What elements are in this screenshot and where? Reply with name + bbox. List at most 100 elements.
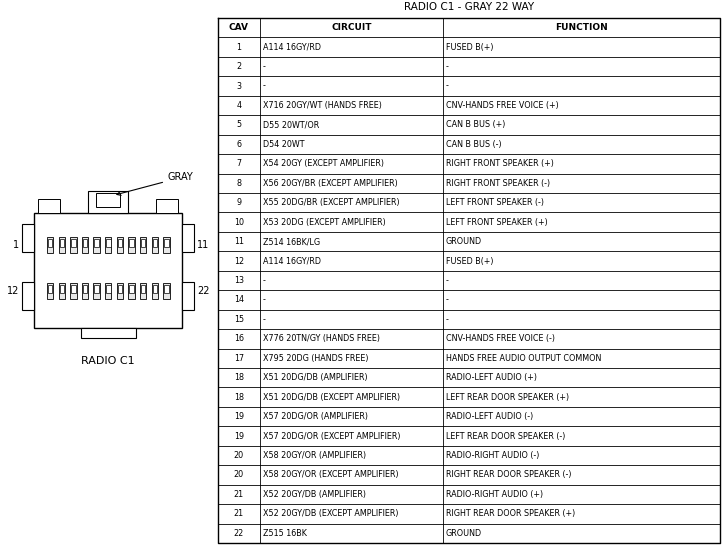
Bar [82, 237, 88, 253]
Text: 8: 8 [237, 179, 242, 188]
Bar [128, 283, 135, 299]
Bar [47, 283, 53, 299]
Text: CAN B BUS (-): CAN B BUS (-) [446, 140, 502, 149]
Text: RIGHT REAR DOOR SPEAKER (+): RIGHT REAR DOOR SPEAKER (+) [446, 509, 575, 518]
Text: X51 20DG/DB (AMPLIFIER): X51 20DG/DB (AMPLIFIER) [263, 373, 368, 382]
Text: LEFT REAR DOOR SPEAKER (-): LEFT REAR DOOR SPEAKER (-) [446, 431, 565, 441]
Text: 21: 21 [234, 490, 244, 499]
Text: X54 20GY (EXCEPT AMPLIFIER): X54 20GY (EXCEPT AMPLIFIER) [263, 159, 384, 168]
Text: X58 20GY/OR (AMPLIFIER): X58 20GY/OR (AMPLIFIER) [263, 451, 365, 460]
Text: FUSED B(+): FUSED B(+) [446, 43, 494, 51]
Text: 12: 12 [7, 286, 19, 296]
Text: 11: 11 [197, 239, 209, 250]
Bar [153, 239, 157, 247]
Text: GROUND: GROUND [446, 237, 482, 246]
Text: X53 20DG (EXCEPT AMPLIFIER): X53 20DG (EXCEPT AMPLIFIER) [263, 218, 385, 227]
Text: CNV-HANDS FREE VOICE (+): CNV-HANDS FREE VOICE (+) [446, 101, 558, 110]
Text: 12: 12 [234, 257, 244, 265]
Text: -: - [446, 62, 448, 71]
Bar [105, 283, 111, 299]
Text: LEFT FRONT SPEAKER (+): LEFT FRONT SPEAKER (+) [446, 218, 547, 227]
Bar [153, 285, 157, 293]
Text: -: - [263, 276, 266, 285]
Text: HANDS FREE AUDIO OUTPUT COMMON: HANDS FREE AUDIO OUTPUT COMMON [446, 354, 601, 363]
Text: X55 20DG/BR (EXCEPT AMPLIFIER): X55 20DG/BR (EXCEPT AMPLIFIER) [263, 198, 399, 207]
Text: 22: 22 [234, 529, 244, 538]
Text: RIGHT FRONT SPEAKER (+): RIGHT FRONT SPEAKER (+) [446, 159, 554, 168]
Bar [182, 281, 194, 310]
Text: -: - [263, 295, 266, 305]
Text: 16: 16 [234, 335, 244, 343]
Text: RADIO-RIGHT AUDIO (-): RADIO-RIGHT AUDIO (-) [446, 451, 539, 460]
Text: X51 20DG/DB (EXCEPT AMPLIFIER): X51 20DG/DB (EXCEPT AMPLIFIER) [263, 393, 400, 401]
Text: X716 20GY/WT (HANDS FREE): X716 20GY/WT (HANDS FREE) [263, 101, 381, 110]
Text: 3: 3 [237, 81, 242, 91]
Text: RADIO-LEFT AUDIO (-): RADIO-LEFT AUDIO (-) [446, 412, 533, 421]
Text: 20: 20 [234, 451, 244, 460]
Text: CNV-HANDS FREE VOICE (-): CNV-HANDS FREE VOICE (-) [446, 335, 555, 343]
Bar [96, 192, 120, 206]
Text: X57 20DG/OR (EXCEPT AMPLIFIER): X57 20DG/OR (EXCEPT AMPLIFIER) [263, 431, 400, 441]
Text: -: - [263, 62, 266, 71]
Bar [70, 283, 76, 299]
Bar [140, 237, 146, 253]
Text: -: - [446, 276, 448, 285]
Text: X57 20DG/OR (AMPLIFIER): X57 20DG/OR (AMPLIFIER) [263, 412, 368, 421]
Bar [48, 239, 52, 247]
Bar [151, 237, 158, 253]
Text: 20: 20 [234, 471, 244, 479]
Text: X52 20GY/DB (EXCEPT AMPLIFIER): X52 20GY/DB (EXCEPT AMPLIFIER) [263, 509, 398, 518]
Bar [82, 283, 88, 299]
Text: -: - [446, 81, 448, 91]
Bar [105, 237, 111, 253]
Bar [81, 327, 135, 337]
Text: D54 20WT: D54 20WT [263, 140, 304, 149]
Bar [141, 285, 146, 293]
Text: 6: 6 [237, 140, 242, 149]
Text: X58 20GY/OR (EXCEPT AMPLIFIER): X58 20GY/OR (EXCEPT AMPLIFIER) [263, 471, 398, 479]
Bar [22, 281, 34, 310]
Text: GROUND: GROUND [446, 529, 482, 538]
Text: LEFT REAR DOOR SPEAKER (+): LEFT REAR DOOR SPEAKER (+) [446, 393, 569, 401]
Text: RIGHT FRONT SPEAKER (-): RIGHT FRONT SPEAKER (-) [446, 179, 550, 188]
Bar [151, 283, 158, 299]
Bar [116, 283, 123, 299]
Bar [71, 239, 76, 247]
Bar [130, 285, 134, 293]
Text: A114 16GY/RD: A114 16GY/RD [263, 257, 320, 265]
Text: RADIO C1 - GRAY 22 WAY: RADIO C1 - GRAY 22 WAY [404, 2, 534, 12]
Bar [163, 283, 170, 299]
Text: D55 20WT/OR: D55 20WT/OR [263, 121, 319, 129]
Bar [95, 285, 99, 293]
Bar [22, 224, 34, 252]
Text: A114 16GY/RD: A114 16GY/RD [263, 43, 320, 51]
Bar [83, 285, 87, 293]
Bar [88, 190, 128, 212]
Text: RADIO C1: RADIO C1 [82, 356, 135, 366]
Text: CIRCUIT: CIRCUIT [331, 23, 371, 32]
Text: 18: 18 [234, 393, 244, 401]
Text: FUSED B(+): FUSED B(+) [446, 257, 494, 265]
Bar [182, 224, 194, 252]
Text: X795 20DG (HANDS FREE): X795 20DG (HANDS FREE) [263, 354, 368, 363]
Text: 9: 9 [237, 198, 242, 207]
Text: FUNCTION: FUNCTION [555, 23, 608, 32]
Text: 21: 21 [234, 509, 244, 518]
Bar [93, 237, 100, 253]
Bar [93, 283, 100, 299]
Bar [118, 239, 122, 247]
Text: 11: 11 [234, 237, 244, 246]
Bar [70, 237, 76, 253]
Text: 22: 22 [197, 286, 210, 296]
Text: 10: 10 [234, 218, 244, 227]
Text: Z515 16BK: Z515 16BK [263, 529, 306, 538]
Bar [106, 285, 111, 293]
Bar [141, 239, 146, 247]
Text: RADIO-RIGHT AUDIO (+): RADIO-RIGHT AUDIO (+) [446, 490, 543, 499]
Bar [106, 239, 111, 247]
Bar [48, 285, 52, 293]
Text: 4: 4 [237, 101, 242, 110]
Bar [60, 239, 64, 247]
Bar [34, 212, 182, 327]
Bar [38, 199, 60, 212]
